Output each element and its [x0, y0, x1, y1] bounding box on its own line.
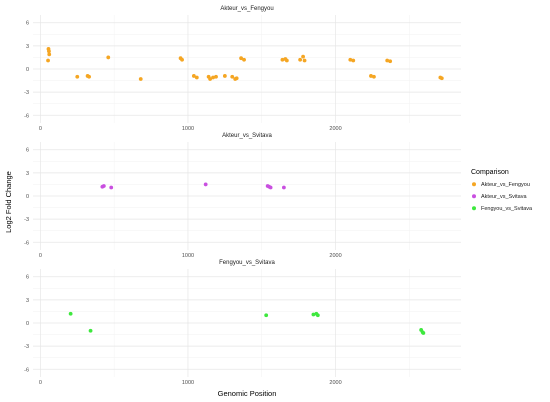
x-tick-label: 1000 [182, 380, 194, 386]
facet-title: Fengyou_vs_Svitava [219, 260, 275, 266]
data-point [47, 52, 52, 57]
data-point [208, 77, 213, 81]
legend-entry: Akteur_vs_Svitava [472, 194, 527, 200]
data-point [75, 74, 80, 79]
data-point [298, 57, 303, 62]
data-point [68, 311, 73, 316]
data-point [234, 76, 239, 81]
data-point [211, 75, 215, 80]
data-point [301, 54, 305, 59]
data-point [264, 313, 269, 318]
data-point [46, 58, 50, 63]
legend-swatch [472, 194, 476, 199]
legend-entry: Akteur_vs_Fengyou [472, 182, 530, 188]
y-tick-label: -6 [24, 113, 29, 119]
data-point [109, 185, 114, 190]
facet-panel: Akteur_vs_Svitava -6 -3 0 3 6 0 1000 2000 [24, 133, 461, 259]
facet-panel: Akteur_vs_Fengyou -6 -3 0 3 6 0 1000 2000 [24, 6, 461, 132]
legend-label: Fengyou_vs_Svitava [481, 206, 533, 212]
data-point [87, 74, 91, 79]
legend-title: Comparison [471, 169, 509, 176]
data-point [194, 75, 199, 80]
legend-label: Akteur_vs_Svitava [481, 194, 527, 200]
data-point [439, 76, 444, 81]
y-tick-label: -3 [24, 217, 29, 223]
data-point [280, 57, 285, 62]
x-tick-label: 2000 [329, 380, 341, 386]
data-point [203, 182, 208, 187]
data-point [388, 59, 393, 64]
data-point [222, 74, 227, 78]
y-axis-title: Log2 Fold Change [4, 171, 13, 233]
data-point [47, 49, 51, 54]
x-tick-label: 1000 [182, 253, 194, 259]
data-point [106, 55, 111, 60]
data-point [88, 328, 93, 333]
data-point [302, 58, 307, 63]
data-point [311, 312, 316, 317]
data-point [281, 185, 286, 190]
data-point [372, 74, 376, 79]
x-tick-label: 0 [39, 253, 42, 259]
y-tick-label: 0 [26, 321, 29, 327]
y-tick-label: 3 [26, 298, 29, 304]
legend-swatch [472, 206, 476, 211]
data-point [369, 74, 373, 78]
data-point [180, 57, 184, 62]
x-tick-label: 0 [39, 380, 42, 386]
x-tick-label: 1000 [182, 126, 194, 132]
x-axis-title: Genomic Position [218, 389, 277, 398]
y-tick-label: 0 [26, 67, 29, 73]
data-point [421, 331, 426, 335]
x-tick-label: 2000 [329, 253, 341, 259]
facet-title: Akteur_vs_Fengyou [220, 6, 273, 12]
facet-panel: Fengyou_vs_Svitava -6 -3 0 3 6 0 1000 2000 [24, 260, 461, 386]
y-tick-label: 6 [26, 275, 29, 281]
y-tick-label: 3 [26, 171, 29, 177]
legend-entry: Fengyou_vs_Svitava [472, 206, 533, 212]
data-point [242, 57, 246, 62]
y-tick-label: -3 [24, 90, 29, 96]
data-point [268, 185, 273, 190]
data-point [239, 56, 243, 61]
facet-title: Akteur_vs_Svitava [222, 133, 272, 139]
y-tick-label: 6 [26, 21, 29, 27]
x-tick-label: 0 [39, 126, 42, 132]
data-point [348, 57, 353, 62]
data-point [315, 313, 320, 318]
data-point [191, 74, 196, 78]
data-point [351, 58, 356, 63]
y-tick-label: 6 [26, 148, 29, 154]
y-tick-label: 3 [26, 44, 29, 50]
y-tick-label: -6 [24, 240, 29, 246]
data-point [101, 184, 106, 188]
y-tick-label: -3 [24, 344, 29, 350]
legend-label: Akteur_vs_Fengyou [481, 182, 530, 188]
y-tick-label: 0 [26, 194, 29, 200]
y-tick-label: -6 [24, 367, 29, 373]
data-point [284, 58, 289, 63]
data-point [385, 58, 390, 63]
data-point [214, 74, 218, 79]
data-point [138, 77, 143, 81]
legend: Comparison Akteur_vs_Fengyou Akteur_vs_Sv… [471, 169, 533, 212]
legend-swatch [472, 182, 476, 187]
x-tick-label: 2000 [329, 126, 341, 132]
data-point [230, 74, 235, 79]
